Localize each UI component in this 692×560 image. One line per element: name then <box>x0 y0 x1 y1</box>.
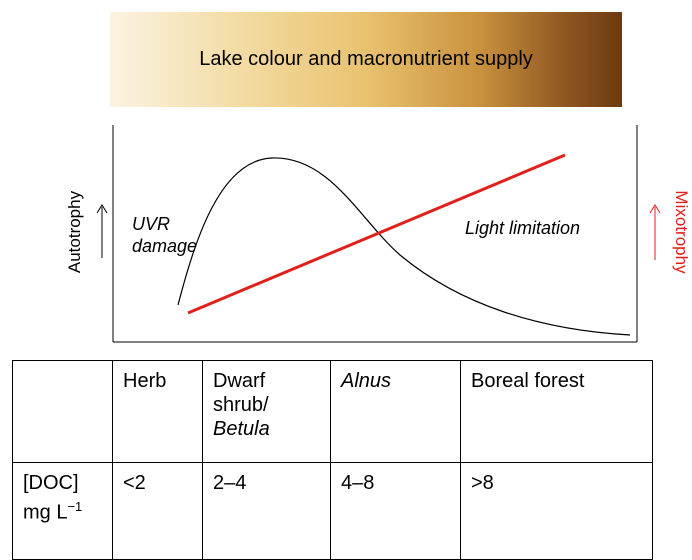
uvr-label: UVR <box>132 214 170 234</box>
page: Lake colour and macronutrient supply Aut… <box>12 12 691 560</box>
header-text: Betula <box>213 418 270 440</box>
damage-label: damage <box>132 236 197 256</box>
header-cell: Alnus <box>330 360 461 463</box>
autotrophy-curve <box>177 157 631 336</box>
light-limitation-label: Light limitation <box>465 218 580 238</box>
cell: 4–8 <box>330 462 461 560</box>
mixotrophy-line <box>187 153 566 315</box>
red-arrow-head <box>649 204 661 214</box>
title: Lake colour and macronutrient supply <box>199 48 533 70</box>
header-cell: Herb <box>112 360 203 463</box>
mixotrophy-label: Mixotrophy <box>672 190 691 274</box>
title-banner: Lake colour and macronutrient supply <box>110 12 622 107</box>
up-arrow-head <box>96 204 108 214</box>
autotrophy-label: Autotrophy <box>65 190 84 273</box>
header-cell <box>12 360 113 463</box>
header-cell: Dwarf shrub/Betula <box>202 360 331 463</box>
diagram: Autotrophy UVR damage Light limitation M… <box>65 125 691 343</box>
header-cell: Boreal forest <box>460 360 653 463</box>
row-label-text: [DOC] mg L <box>23 472 79 524</box>
row-label-sup: −1 <box>67 499 83 514</box>
vegetation-table: Herb Dwarf shrub/Betula Alnus Boreal fore… <box>12 360 653 560</box>
header-text: shrub/ <box>213 394 269 416</box>
header-text: Dwarf <box>213 370 266 392</box>
header-row: Herb Dwarf shrub/Betula Alnus Boreal fore… <box>12 360 653 463</box>
